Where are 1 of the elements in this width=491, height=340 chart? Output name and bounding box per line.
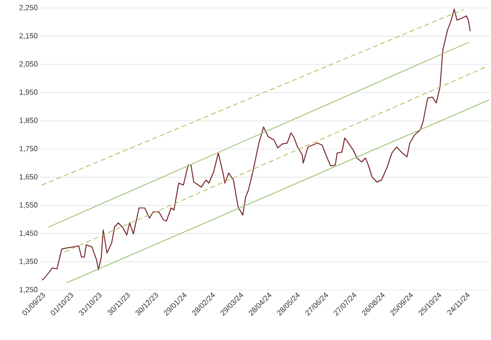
line-series — [41, 8, 471, 281]
